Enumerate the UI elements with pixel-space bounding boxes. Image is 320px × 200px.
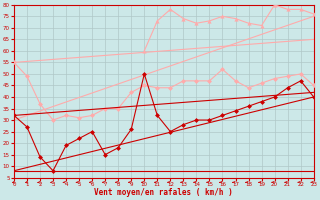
X-axis label: Vent moyen/en rafales ( km/h ): Vent moyen/en rafales ( km/h ) bbox=[94, 188, 233, 197]
